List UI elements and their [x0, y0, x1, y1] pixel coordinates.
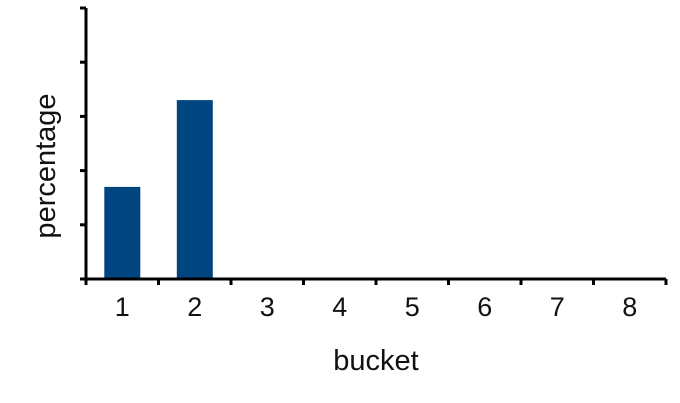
bar-1	[104, 186, 141, 279]
x-tick-label-7: 7	[550, 292, 565, 322]
x-tick-label-6: 6	[477, 292, 492, 322]
bars-group	[104, 100, 213, 279]
x-tick-label-5: 5	[405, 292, 420, 322]
x-tick-label-3: 3	[260, 292, 275, 322]
y-axis-label: percentage	[30, 93, 62, 238]
x-tick-label-1: 1	[115, 292, 130, 322]
x-tick-label-2: 2	[187, 292, 202, 322]
bar-2	[176, 100, 213, 279]
x-tick-label-4: 4	[332, 292, 347, 322]
x-axis-label: bucket	[333, 345, 418, 377]
x-tick-label-8: 8	[622, 292, 637, 322]
x-tick-labels: 1 2 3 4 5 6 7 8	[115, 292, 638, 322]
axes-group	[80, 6, 668, 285]
